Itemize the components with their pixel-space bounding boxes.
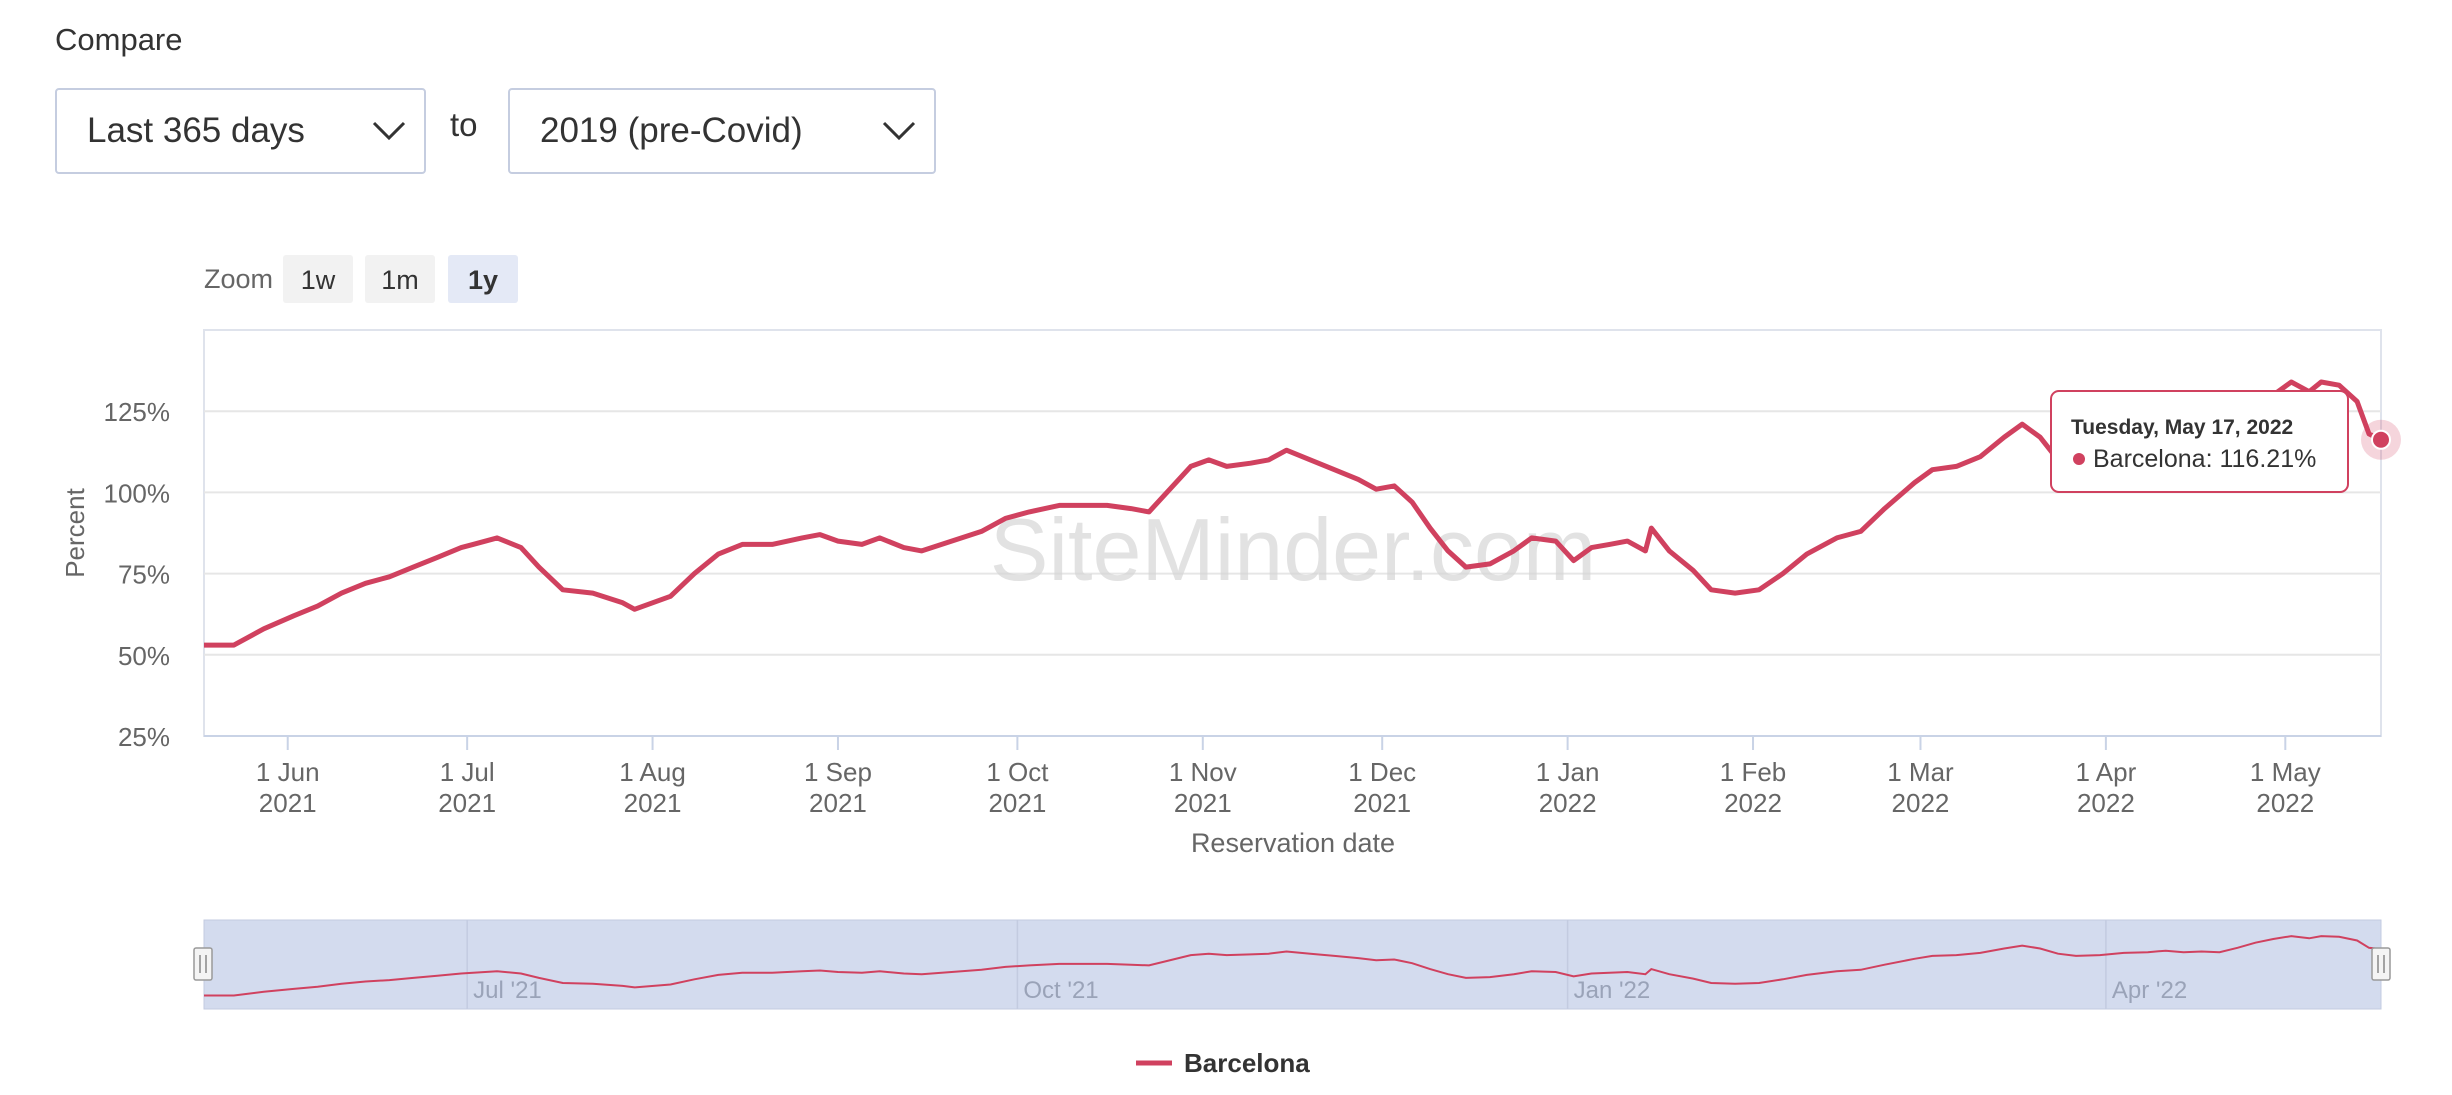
x-tick-year: 2022 [1892,788,1950,818]
x-tick-label: 1 Sep [804,757,872,787]
x-tick-year: 2022 [1724,788,1782,818]
chevron-down-icon [864,90,934,172]
navigator-label: Jan '22 [1574,977,1651,1004]
navigator-handle-right[interactable] [2371,947,2391,981]
y-axis-title: Percent [60,487,90,577]
x-tick-label: 1 Dec [1348,757,1416,787]
x-tick-label: 1 Apr [2076,757,2137,787]
x-tick-year: 2021 [438,788,496,818]
y-tick-label: 75% [118,560,170,590]
x-tick-label: 1 Jul [440,757,495,787]
x-tick-year: 2022 [1539,788,1597,818]
legend-label: Barcelona [1184,1048,1310,1078]
zoom-button-1y[interactable]: 1y [448,255,518,303]
x-tick-year: 2022 [2256,788,2314,818]
x-tick-year: 2021 [624,788,682,818]
y-tick-label: 125% [104,397,171,427]
tooltip-separator: : [2206,445,2220,473]
x-tick-year: 2021 [988,788,1046,818]
period-select-value: Last 365 days [87,111,305,150]
x-tick-year: 2021 [259,788,317,818]
navigator-label: Oct '21 [1023,977,1098,1004]
navigator-label: Jul '21 [473,977,542,1004]
navigator-handle-left[interactable] [193,947,213,981]
period-select[interactable]: Last 365 days [55,88,426,174]
zoom-button-label: 1w [301,265,336,295]
baseline-select-value: 2019 (pre-Covid) [540,111,803,150]
tooltip-series: Barcelona [2093,445,2206,473]
zoom-label: Zoom [204,264,273,294]
zoom-button-1w[interactable]: 1w [283,255,353,303]
x-tick-label: 1 Oct [986,757,1049,787]
zoom-button-label: 1y [468,265,498,295]
x-tick-label: 1 May [2250,757,2321,787]
y-tick-label: 100% [104,478,171,508]
tooltip-value-line: Barcelona: 116.21% [2093,445,2316,473]
chevron-down-icon [354,90,424,172]
watermark: SiteMinder.com [990,500,1596,599]
navigator-label: Apr '22 [2112,977,2187,1004]
to-label: to [450,106,478,143]
y-tick-label: 25% [118,722,170,752]
x-tick-year: 2021 [1353,788,1411,818]
tooltip-date: Tuesday, May 17, 2022 [2071,416,2293,439]
x-tick-label: 1 Jan [1536,757,1600,787]
zoom-button-1m[interactable]: 1m [365,255,435,303]
navigator-series-line [204,935,2382,997]
x-tick-year: 2021 [1174,788,1232,818]
tooltip-series-dot [2073,453,2085,465]
tooltip-value: 116.21% [2219,445,2316,473]
x-tick-label: 1 Aug [619,757,686,787]
x-axis-title: Reservation date [1191,828,1395,858]
x-tick-label: 1 Mar [1887,757,1954,787]
x-tick-label: 1 Nov [1169,757,1237,787]
x-tick-label: 1 Feb [1720,757,1787,787]
x-tick-year: 2022 [2077,788,2135,818]
tooltip: Tuesday, May 17, 2022 Barcelona: 116.21% [2050,390,2349,493]
x-tick-label: 1 Jun [256,757,320,787]
hover-marker[interactable] [2371,429,2391,450]
compare-label: Compare [55,22,183,57]
x-tick-year: 2021 [809,788,867,818]
navigator-window[interactable] [203,919,2382,1010]
baseline-select[interactable]: 2019 (pre-Covid) [508,88,936,174]
y-tick-label: 50% [118,641,170,671]
zoom-button-label: 1m [381,265,419,295]
tooltip-box [2050,390,2349,493]
legend-item-barcelona[interactable]: Barcelona [1136,1048,1310,1078]
